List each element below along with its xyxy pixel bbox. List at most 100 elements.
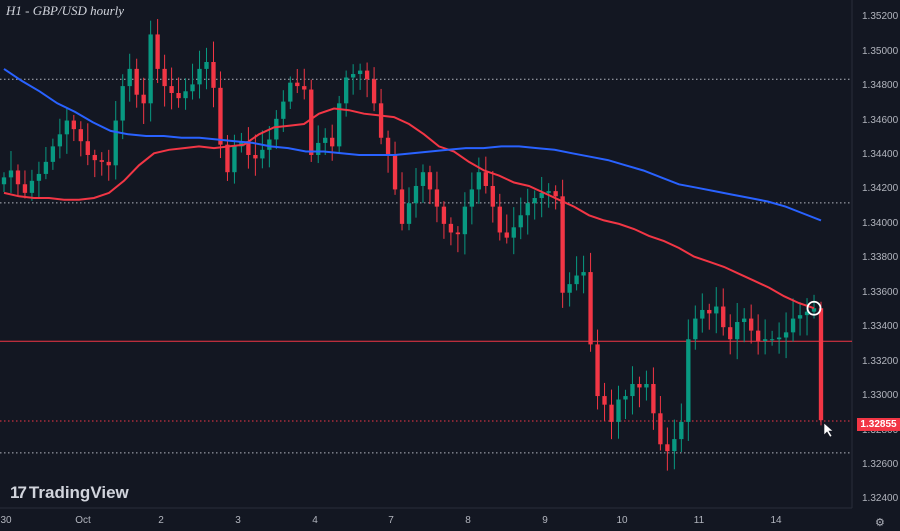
candle-body-15 (106, 161, 111, 166)
candle-body-3 (22, 184, 28, 193)
candle-body-75 (525, 203, 530, 216)
candle-body-108 (755, 330, 761, 341)
candle-body-34 (239, 141, 244, 147)
candle-body-38 (267, 139, 272, 150)
candle-body-89 (623, 396, 628, 400)
moving-average-line-0 (3, 107, 815, 310)
candle-body-99 (693, 318, 698, 340)
candle-body-110 (769, 339, 775, 341)
price-tick-label: 1.32400 (862, 493, 899, 505)
candle-body-1 (8, 170, 14, 178)
candle-body-116 (811, 308, 817, 312)
candle-body-73 (511, 227, 516, 238)
candle-body-70 (490, 185, 495, 207)
candle-body-90 (630, 384, 635, 397)
candle-body-13 (92, 154, 97, 161)
candle-body-21 (148, 34, 153, 104)
candle-body-2 (15, 170, 21, 185)
candle-body-18 (127, 68, 132, 87)
candle-body-69 (483, 172, 488, 186)
price-tick-label: 1.34600 (862, 114, 899, 126)
price-tick-label: 1.32600 (862, 458, 899, 470)
candle-body-80 (560, 196, 565, 293)
price-tick-label: 1.34400 (862, 148, 899, 160)
candle-body-87 (609, 404, 614, 422)
price-tick-label: 1.33400 (862, 321, 899, 333)
candle-body-25 (176, 92, 181, 99)
candle-body-92 (644, 384, 649, 388)
candle-body-6 (43, 161, 49, 174)
candle-body-19 (134, 68, 139, 95)
candle-body-48 (337, 103, 342, 147)
candle-body-54 (378, 103, 384, 138)
candle-body-93 (651, 384, 656, 414)
candle-body-78 (546, 191, 551, 193)
candle-body-30 (211, 61, 216, 88)
candle-body-76 (532, 198, 537, 204)
time-tick-label: 8 (465, 515, 471, 526)
candle-body-71 (497, 206, 502, 233)
candle-body-107 (749, 318, 754, 331)
candle-body-98 (686, 339, 691, 422)
candle-body-37 (260, 149, 265, 159)
candle-body-27 (190, 84, 195, 92)
candle-body-113 (790, 318, 796, 333)
candle-body-35 (246, 141, 251, 155)
candle-body-52 (364, 70, 370, 80)
candle-body-46 (323, 137, 328, 143)
candle-body-115 (804, 311, 810, 316)
candle-body-82 (574, 275, 579, 285)
price-tick-label: 1.34200 (862, 183, 899, 195)
candle-body-24 (169, 86, 174, 93)
price-tick-label: 1.35000 (862, 45, 899, 57)
price-tick-label: 1.34000 (862, 217, 899, 229)
candle-body-7 (50, 146, 56, 162)
time-tick-label: Oct (75, 515, 91, 526)
candle-body-88 (616, 399, 621, 422)
candle-body-97 (679, 421, 684, 440)
candle-body-72 (504, 232, 509, 238)
candle-body-64 (448, 223, 454, 233)
candle-body-86 (602, 396, 607, 405)
candle-body-8 (57, 134, 63, 147)
candle-body-36 (253, 154, 258, 159)
candle-body-39 (274, 118, 279, 140)
candle-body-66 (462, 206, 468, 235)
candle-body-50 (350, 74, 356, 78)
candle-body-16 (113, 120, 118, 166)
gear-icon[interactable]: ⚙ (875, 517, 885, 529)
moving-average-line-1 (3, 68, 822, 222)
time-tick-label: 3 (235, 515, 241, 526)
price-tick-label: 1.35200 (862, 11, 899, 23)
candle-body-111 (776, 337, 782, 340)
candle-body-47 (330, 137, 335, 147)
candle-body-55 (385, 137, 391, 155)
candle-body-10 (71, 120, 76, 130)
candle-body-68 (476, 172, 482, 190)
candle-body-112 (783, 332, 789, 338)
tradingview-logo-icon: 17 (10, 483, 27, 502)
candle-body-63 (441, 206, 447, 224)
candle-body-91 (637, 384, 642, 388)
candle-body-4 (29, 180, 35, 193)
candle-body-32 (225, 144, 230, 173)
candle-body-100 (700, 309, 705, 319)
time-tick-label: 2 (158, 515, 164, 526)
candle-body-77 (539, 192, 544, 199)
candle-body-58 (406, 203, 412, 224)
candle-body-28 (197, 68, 202, 85)
candle-body-41 (288, 82, 293, 102)
price-tick-label: 1.34800 (862, 80, 899, 92)
candle-body-23 (162, 68, 167, 87)
candle-body-53 (371, 79, 377, 104)
time-tick-label: 4 (312, 515, 318, 526)
candle-body-105 (735, 322, 740, 340)
candle-body-102 (714, 306, 719, 314)
candle-body-60 (420, 172, 426, 186)
candle-body-67 (469, 189, 475, 207)
last-price-label: 1.32855 (857, 418, 900, 431)
candle-body-26 (183, 91, 188, 99)
candle-body-101 (707, 309, 712, 314)
candle-body-65 (455, 232, 461, 235)
